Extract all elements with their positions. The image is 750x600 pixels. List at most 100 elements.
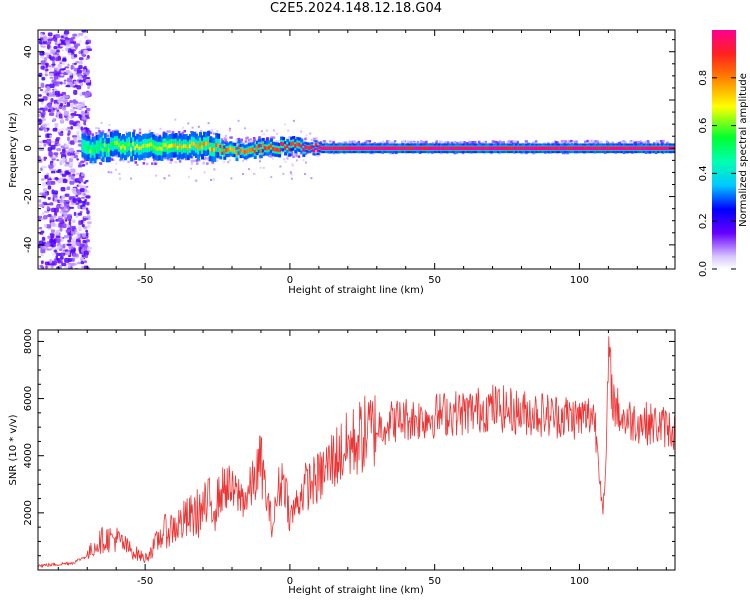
halo-speck [142, 162, 146, 165]
noise-speck [91, 135, 94, 138]
halo-speck [596, 140, 599, 143]
noise-speck [83, 260, 87, 264]
ridge-core [229, 146, 233, 151]
noise-speck [87, 221, 92, 225]
noise-speck [78, 225, 82, 230]
halo-speck [179, 156, 182, 159]
noise-speck [192, 155, 195, 158]
noise-speck [62, 58, 67, 62]
noise-speck [174, 118, 177, 121]
noise-speck [68, 245, 74, 250]
halo-speck [303, 140, 307, 144]
halo-speck [386, 140, 389, 143]
noise-speck [55, 57, 60, 62]
halo-speck [444, 140, 447, 144]
halo-speck [492, 140, 495, 143]
ridge-core [130, 147, 134, 152]
noise-speck [48, 92, 52, 97]
noise-speck [53, 88, 57, 92]
ridge-core [622, 146, 626, 151]
halo-speck [425, 140, 428, 144]
halo-speck [252, 140, 256, 143]
noise-speck [74, 84, 78, 88]
halo-speck [199, 130, 203, 133]
ridge-core [442, 146, 446, 151]
ridge-core [209, 147, 213, 152]
noise-speck [67, 130, 71, 135]
ridge-core [488, 146, 492, 151]
noise-speck [63, 234, 70, 239]
ridge-core [541, 146, 545, 151]
halo-speck [212, 132, 216, 135]
noise-speck [81, 248, 84, 253]
halo-speck [158, 134, 162, 138]
page-title: C2E5.2024.148.12.18.G04 [269, 1, 443, 16]
noise-speck [68, 221, 72, 226]
noise-speck [263, 133, 266, 136]
noise-speck [40, 167, 43, 171]
halo-speck [85, 162, 89, 165]
halo-speck [192, 159, 196, 163]
ridge-core [549, 146, 553, 151]
noise-speck [281, 151, 284, 154]
ridge-core [432, 146, 436, 151]
noise-speck [62, 243, 66, 249]
ridge-core [415, 146, 419, 151]
ridge-core [111, 142, 115, 147]
x-tick-label: 50 [428, 576, 441, 587]
noise-speck [78, 114, 82, 119]
ridge-core [184, 144, 188, 149]
noise-speck [85, 235, 89, 239]
noise-speck [49, 152, 53, 158]
halo-speck [656, 140, 659, 143]
halo-speck [190, 159, 194, 163]
noise-speck [44, 261, 51, 266]
halo-speck [392, 141, 396, 145]
noise-speck [70, 231, 76, 235]
halo-speck [349, 140, 352, 144]
halo-speck [154, 162, 157, 166]
noise-speck [60, 81, 63, 85]
ridge-core [148, 143, 152, 148]
ridge-core [636, 146, 640, 151]
halo-speck [446, 141, 450, 144]
noise-speck [302, 159, 305, 162]
noise-speck [38, 40, 43, 45]
noise-speck [76, 158, 79, 161]
noise-speck [50, 106, 54, 110]
ridge-core [478, 146, 482, 151]
ridge-core [553, 146, 557, 151]
ridge-core [657, 146, 661, 151]
ridge-core [172, 143, 176, 148]
noise-speck [65, 127, 69, 131]
noise-speck [310, 138, 313, 141]
halo-speck [197, 158, 201, 162]
ridge-core [97, 145, 101, 150]
noise-speck [74, 46, 78, 50]
noise-speck [77, 233, 81, 238]
halo-speck [618, 141, 621, 145]
halo-speck [292, 155, 295, 159]
noise-speck [44, 174, 49, 179]
noise-speck [74, 105, 80, 108]
noise-speck [59, 68, 65, 71]
snr-series [38, 336, 675, 569]
bottom-axes: -50 0 50 100 2000 4000 6000 8000 [23, 329, 675, 587]
noise-speck [57, 63, 62, 68]
halo-speck [647, 140, 650, 143]
noise-speck [57, 199, 61, 204]
halo-speck [249, 139, 253, 142]
halo-speck [93, 136, 96, 140]
halo-speck [484, 140, 487, 144]
noise-speck [67, 243, 72, 247]
noise-speck [49, 83, 55, 89]
bottom-y-axis-label: SNR (10 * v/v) [8, 414, 19, 485]
noise-speck [71, 135, 78, 138]
noise-speck [57, 217, 63, 222]
ridge-core [545, 146, 549, 151]
noise-speck [49, 134, 53, 138]
ridge-core [355, 146, 359, 151]
noise-speck [54, 103, 58, 108]
noise-speck [40, 260, 44, 264]
noise-speck [221, 157, 224, 160]
